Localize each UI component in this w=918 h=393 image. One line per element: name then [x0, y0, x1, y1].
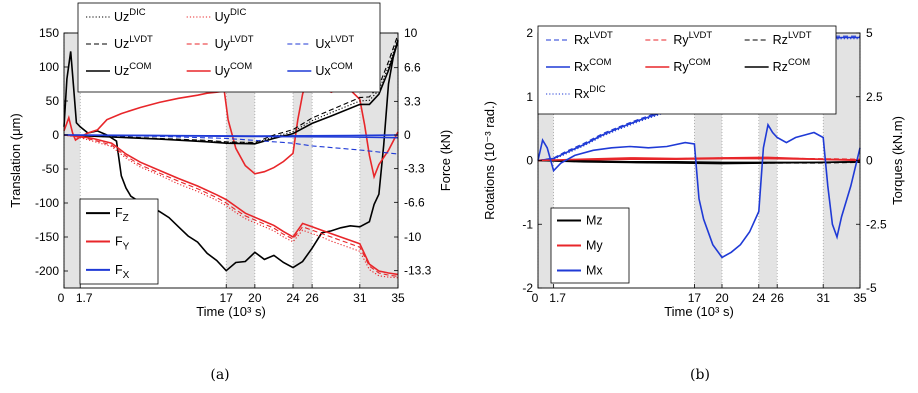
y-tick-label: 0 [526, 154, 533, 168]
series-line-fz [63, 39, 399, 272]
x-tick-label: 1.7 [549, 291, 566, 305]
legend-bottom: Mz My Mx [550, 207, 630, 284]
x-tick-label: 26 [305, 291, 319, 305]
y-tick-label: 150 [39, 26, 59, 40]
y-right-tick-label: 10 [404, 26, 418, 40]
series-line-mz [537, 159, 861, 165]
legend-label: FX [115, 263, 130, 281]
x-axis-label: Time (10³ s) [196, 304, 266, 319]
shaded-interval [64, 33, 81, 288]
y-tick-label: 50 [46, 94, 60, 108]
legend-label: FZ [115, 206, 129, 224]
legend-label: UzCOM [114, 61, 152, 78]
x-tick-label: 24 [752, 291, 766, 305]
y-tick-label: -150 [35, 230, 59, 244]
y-tick-label: -50 [42, 162, 60, 176]
legend-label: RyCOM [673, 57, 711, 74]
x-tick-label: 17 [220, 291, 234, 305]
legend-label: RxCOM [574, 57, 612, 74]
x-tick-label: 1.7 [76, 291, 93, 305]
y-right-axis-label: Force (kN) [438, 130, 453, 191]
y-right-tick-label: -13.3 [404, 264, 432, 278]
legend-label: RyLVDT [673, 30, 712, 47]
legend-label: FY [115, 235, 130, 253]
legend-label: UxCOM [315, 61, 353, 78]
legend-label: UyDIC [215, 7, 247, 24]
x-axis-label: Time (10³ s) [664, 304, 734, 319]
y-tick-label: 100 [39, 60, 59, 74]
y-tick-label: -2 [522, 281, 533, 295]
series-line-mx [537, 122, 861, 259]
y-axis-label: Rotations (10⁻³ rad.) [482, 101, 497, 220]
caption: (b) [690, 367, 710, 383]
y-tick-label: -1 [522, 217, 533, 231]
x-tick-label: 24 [286, 291, 300, 305]
legend-label: RzLVDT [773, 30, 812, 47]
chart-b: 0 1.7 17 20 24 26 31 35 2 1 0 -1 -2 5 2.5 0 -2.5 -5 Time (… [482, 25, 905, 383]
y-right-tick-label: -3.3 [404, 162, 425, 176]
legend-label: My [586, 239, 603, 253]
legend-label: UyLVDT [215, 34, 254, 51]
y-right-tick-label: 2.5 [866, 90, 883, 104]
y-right-tick-label: 0 [866, 154, 873, 168]
x-tick-label: 0 [532, 291, 539, 305]
legend-label: RzCOM [773, 57, 811, 74]
y-tick-label: 2 [526, 26, 533, 40]
x-tick-label: 17 [688, 291, 702, 305]
y-right-axis-label: Torques (kN.m) [890, 116, 905, 205]
y-right-tick-label: -2.5 [866, 217, 887, 231]
legend-label: RxDIC [574, 84, 606, 101]
legend-box [537, 25, 837, 115]
x-tick-label: 20 [248, 291, 262, 305]
y-axis-label: Translation (μm) [8, 113, 23, 207]
series-line-uy-dic [63, 134, 399, 279]
y-right-tick-label: 5 [866, 26, 873, 40]
legend-top: UzDIC UyDIC UzLVDT UyLVDT UxLVDT UzCOM UyCOM Ux… [77, 2, 381, 93]
x-tick-label: 35 [853, 291, 867, 305]
series-line-uz-com [63, 40, 399, 145]
y-tick-label: -100 [35, 196, 59, 210]
legend-label: Mx [586, 264, 603, 278]
series-line-ux-com [63, 134, 399, 139]
series-line-my [537, 156, 861, 162]
y-tick-label: -200 [35, 264, 59, 278]
y-tick-label: 0 [52, 128, 59, 142]
y-right-tick-label: -10 [404, 230, 422, 244]
series-line-fy [63, 77, 399, 180]
series-line-uz-dic [63, 37, 399, 144]
x-tick-label: 0 [58, 291, 65, 305]
legend-label: Mz [586, 214, 603, 228]
legend-bottom: FZ FY FX [79, 198, 159, 285]
legend-box [77, 2, 381, 93]
legend-label: UzLVDT [114, 34, 153, 51]
y-tick-label: 1 [526, 90, 533, 104]
y-right-tick-label: -5 [866, 281, 877, 295]
legend-label: UzDIC [114, 7, 146, 24]
y-right-tick-label: 0 [404, 128, 411, 142]
x-tick-label: 35 [391, 291, 405, 305]
series-line-ux-lvdt [63, 134, 399, 155]
legend-top: RxLVDT RyLVDT RzLVDT RxCOM RyCOM RzCOM RxDIC [537, 25, 837, 115]
x-tick-label: 20 [715, 291, 729, 305]
legend-label: UxLVDT [315, 34, 354, 51]
y-right-tick-label: 6.6 [404, 61, 421, 75]
x-tick-label: 26 [771, 291, 785, 305]
caption: (a) [210, 367, 229, 383]
series-line-uy-lvdt [63, 134, 399, 277]
y-right-tick-label: -6.6 [404, 195, 425, 209]
x-tick-label: 31 [817, 291, 831, 305]
y-right-tick-label: 3.3 [404, 94, 421, 108]
series-line-uy-com [63, 134, 399, 276]
chart-a: 0 1.7 17 20 24 26 31 35150100500-50-100-150-200… [8, 2, 453, 383]
legend-label: UyCOM [215, 61, 253, 78]
x-tick-label: 31 [353, 291, 367, 305]
legend-label: RxLVDT [574, 30, 613, 47]
